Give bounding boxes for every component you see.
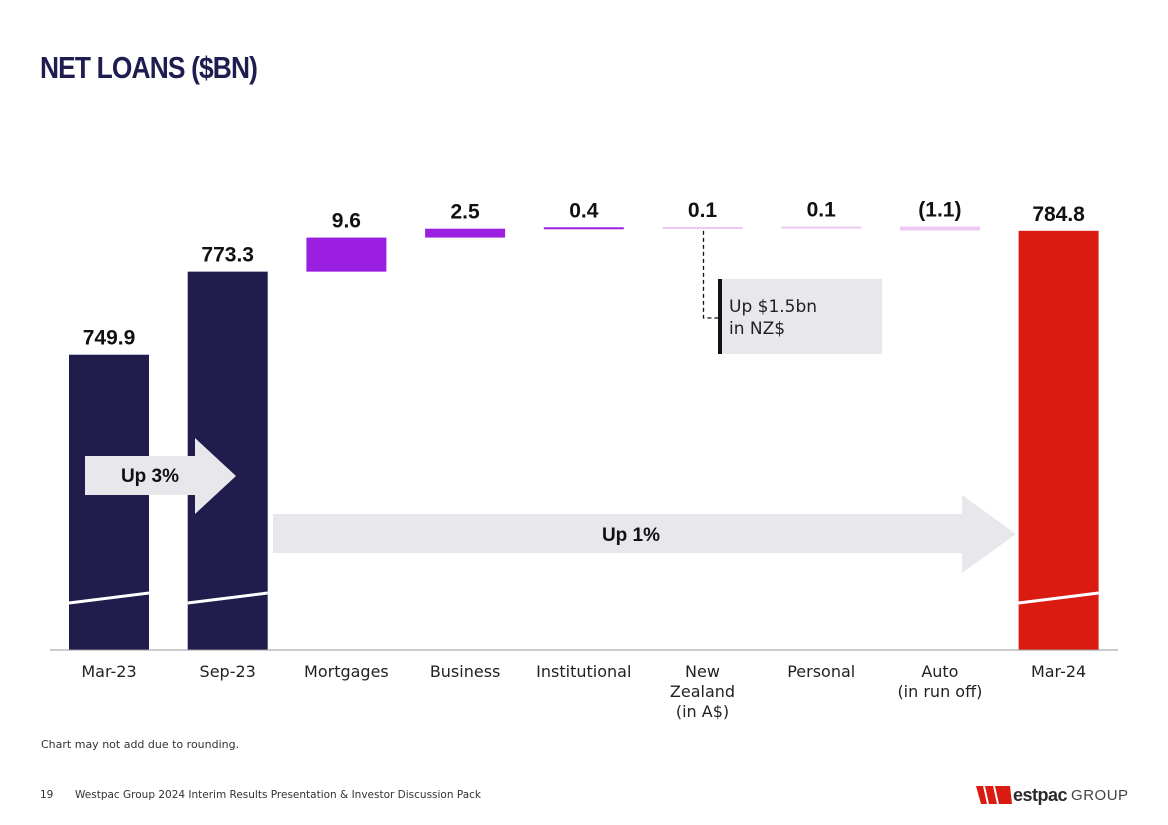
value-label: 0.1	[688, 199, 718, 222]
up-3-percent-label: Up 3%	[121, 466, 179, 487]
category-label: Personal	[787, 662, 855, 681]
category-label: Auto (in run off)	[897, 662, 982, 701]
category-label: Mar-23	[81, 662, 136, 681]
value-label: 9.6	[332, 210, 361, 233]
bar-mar-23	[69, 354, 149, 650]
page-title: NET LOANS ($BN)	[40, 50, 258, 85]
bar-institutional	[543, 227, 624, 230]
value-label: 2.5	[450, 201, 480, 224]
value-label: 0.4	[569, 199, 599, 222]
footer-document-title: Westpac Group 2024 Interim Results Prese…	[75, 789, 481, 801]
net-loans-waterfall-chart: Up 3% Up 1% Up $1.5bn in NZ$ 749.9 773.3 9.6…	[50, 199, 1118, 721]
logo-group-label: GROUP	[1071, 786, 1129, 804]
value-label: 0.1	[807, 199, 837, 222]
bar-new-zealand-in-a	[662, 226, 743, 229]
axis-break-mark	[187, 591, 268, 605]
nz-callout-connector	[702, 230, 720, 319]
value-label: 784.8	[1032, 203, 1085, 226]
bar-mar-24	[1018, 230, 1099, 650]
bar-mortgages	[306, 237, 387, 272]
category-label: Mortgages	[304, 662, 389, 681]
chart-footnote: Chart may not add due to rounding.	[41, 738, 240, 751]
axis-break-mark	[1018, 591, 1099, 605]
category-label: Mar-24	[1031, 662, 1086, 681]
logo-wordmark: estpac	[1013, 784, 1068, 805]
category-label: Institutional	[536, 662, 631, 681]
up-3-percent-arrow	[85, 438, 236, 514]
westpac-w-icon	[976, 786, 1012, 804]
nz-callout-bar	[718, 279, 722, 354]
value-label: (1.1)	[918, 199, 961, 222]
value-label: 749.9	[83, 327, 136, 350]
value-label: 773.3	[201, 244, 254, 267]
axis-break-mark	[68, 591, 150, 605]
category-label: New Zealand (in A$)	[670, 662, 735, 721]
category-label: Sep-23	[200, 662, 256, 681]
up-1-percent-arrow	[273, 495, 1016, 573]
westpac-logo: estpac GROUP	[976, 783, 1129, 807]
category-label: Business	[430, 662, 501, 681]
nz-callout-text: Up $1.5bn in NZ$	[729, 297, 817, 339]
bar-auto-in-run-off	[899, 226, 980, 231]
bar-business	[425, 228, 506, 238]
nz-callout-box	[722, 279, 882, 354]
page-number: 19	[40, 789, 54, 801]
bar-personal	[781, 226, 862, 229]
up-1-percent-label: Up 1%	[602, 525, 660, 546]
